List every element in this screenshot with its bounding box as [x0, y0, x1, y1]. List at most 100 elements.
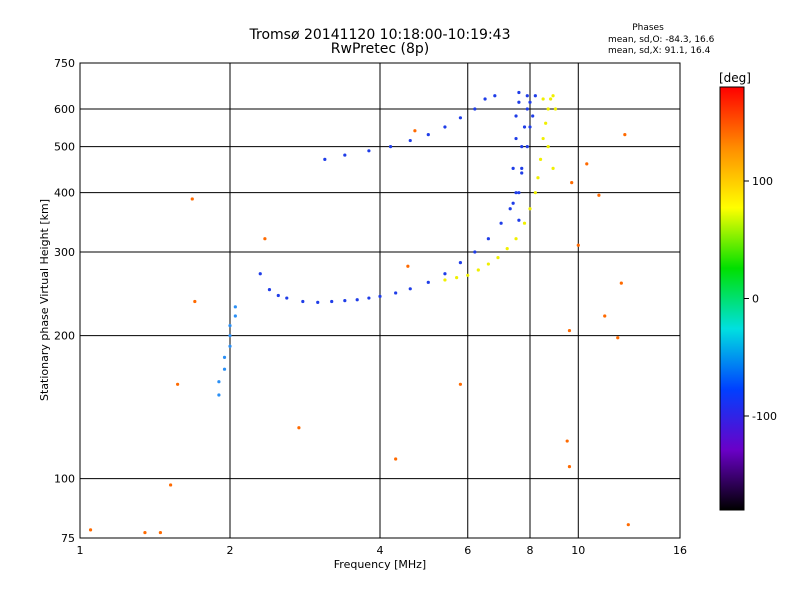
data-point	[505, 247, 509, 251]
data-point	[567, 465, 572, 469]
data-point	[217, 393, 221, 397]
colorbar-tick-label: -100	[752, 410, 777, 423]
data-point	[533, 191, 537, 195]
x-tick-label: 2	[227, 544, 234, 557]
data-point	[455, 276, 459, 280]
data-point	[525, 94, 529, 98]
legend-title: Phases	[632, 23, 664, 33]
data-point	[330, 299, 334, 304]
y-tick-label: 300	[54, 246, 75, 259]
data-point	[190, 197, 194, 201]
data-point	[458, 261, 463, 265]
data-point	[522, 221, 527, 225]
y-tick-label: 100	[54, 473, 75, 486]
data-point	[394, 457, 398, 461]
colorbar-label: [deg]	[719, 71, 751, 85]
y-tick-label: 200	[54, 330, 75, 343]
data-point	[426, 133, 430, 137]
data-point	[388, 145, 393, 149]
data-point	[233, 305, 237, 309]
data-point	[511, 166, 515, 170]
data-point	[616, 336, 620, 340]
data-point	[176, 382, 180, 386]
data-point	[88, 528, 93, 532]
data-point	[413, 129, 417, 133]
legend-line-o: mean, sd,O: -84.3, 16.6	[608, 35, 715, 45]
data-point	[408, 138, 412, 143]
y-tick-label: 500	[54, 141, 75, 154]
x-tick-label: 16	[673, 544, 687, 557]
data-point	[228, 334, 232, 338]
data-point	[576, 243, 580, 247]
data-point	[276, 293, 280, 298]
data-point	[343, 153, 347, 157]
x-tick-label: 10	[571, 544, 585, 557]
colorbar-tick-label: 0	[752, 293, 759, 306]
data-points	[88, 90, 630, 535]
data-point	[473, 107, 477, 111]
data-point	[443, 125, 447, 129]
data-point	[517, 90, 521, 95]
data-point	[408, 287, 412, 291]
data-point	[486, 237, 490, 241]
data-point	[193, 299, 197, 304]
data-point	[143, 530, 147, 535]
x-tick-label: 1	[77, 544, 84, 557]
colorbar-ticks: 100 0 -100	[744, 175, 777, 423]
colorbar-tick-label: 100	[752, 175, 773, 188]
x-tick-label: 8	[527, 544, 534, 557]
data-point	[394, 291, 398, 295]
data-point	[567, 328, 572, 333]
data-point	[514, 114, 518, 118]
data-point	[551, 94, 555, 98]
data-point	[222, 355, 227, 359]
data-point	[565, 439, 569, 443]
data-point	[517, 100, 521, 104]
data-point	[546, 145, 550, 149]
data-point	[525, 107, 529, 111]
data-point	[533, 94, 537, 98]
data-point	[520, 171, 524, 175]
data-point	[626, 523, 630, 527]
y-tick-label: 75	[61, 532, 75, 545]
data-point	[517, 191, 521, 195]
data-point	[528, 207, 532, 211]
data-point	[531, 114, 535, 118]
data-point	[536, 176, 540, 180]
data-point	[222, 367, 227, 371]
data-point	[525, 145, 529, 149]
data-point	[458, 116, 463, 120]
data-point	[476, 268, 480, 272]
x-axis-label: Frequency [MHz]	[334, 558, 426, 571]
data-point	[217, 380, 221, 384]
data-point	[458, 382, 463, 386]
data-point	[473, 250, 477, 254]
data-point	[426, 280, 430, 284]
data-point	[549, 97, 553, 101]
data-point	[323, 157, 327, 162]
chart-title: Tromsø 20141120 10:18:00-10:19:43	[249, 27, 511, 43]
data-point	[367, 296, 371, 300]
data-point	[228, 323, 232, 328]
data-point	[570, 181, 574, 185]
data-point	[541, 136, 545, 141]
data-point	[544, 121, 548, 125]
data-point	[538, 157, 543, 162]
data-point	[551, 166, 555, 170]
data-point	[466, 273, 470, 277]
data-point	[406, 264, 410, 268]
data-point	[522, 125, 527, 129]
x-tick-label: 4	[377, 544, 384, 557]
data-point	[514, 136, 518, 141]
colorbar	[719, 86, 745, 511]
data-point	[267, 288, 272, 292]
data-point	[520, 145, 524, 149]
data-point	[496, 255, 500, 260]
data-point	[158, 530, 163, 535]
data-point	[499, 221, 503, 225]
data-point	[511, 201, 515, 205]
data-point	[508, 207, 512, 211]
y-axis-label: Stationary phase Virtual Height [km]	[38, 199, 51, 401]
data-point	[316, 300, 320, 304]
